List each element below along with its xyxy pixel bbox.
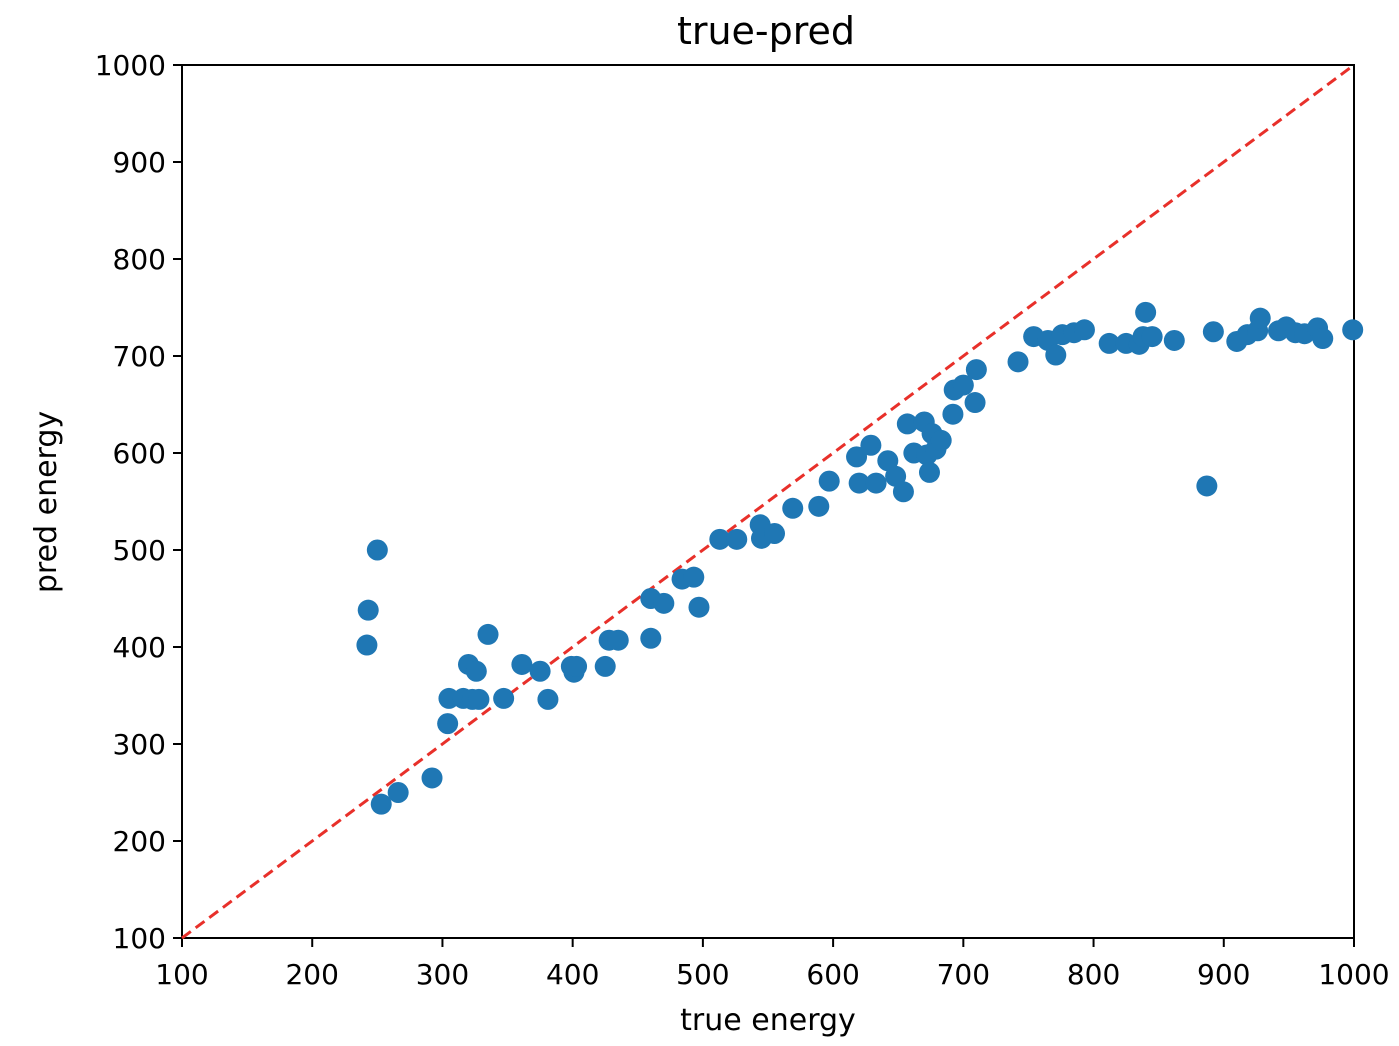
data-point: [537, 688, 559, 710]
data-point: [366, 539, 388, 561]
data-point: [594, 655, 616, 677]
data-point: [709, 528, 731, 550]
data-point: [782, 497, 804, 519]
data-point: [465, 660, 487, 682]
data-point: [1342, 319, 1364, 341]
y-tick-label: 400: [113, 631, 166, 664]
data-point: [942, 403, 964, 425]
data-point: [640, 627, 662, 649]
data-point: [529, 660, 551, 682]
data-point: [1312, 328, 1334, 350]
data-point: [846, 446, 868, 468]
data-point: [892, 481, 914, 503]
data-point: [493, 687, 515, 709]
y-tick-label: 700: [113, 340, 166, 373]
data-point: [1196, 475, 1218, 497]
data-point: [965, 359, 987, 381]
y-tick-label: 1000: [95, 49, 166, 82]
data-point: [1007, 351, 1029, 373]
data-point: [468, 688, 490, 710]
data-point: [896, 413, 918, 435]
data-point: [1073, 319, 1095, 341]
x-tick-label: 900: [1197, 958, 1250, 991]
data-point: [964, 392, 986, 414]
y-tick-label: 800: [113, 243, 166, 276]
data-point: [356, 634, 378, 656]
data-point: [885, 465, 907, 487]
data-point: [764, 523, 786, 545]
x-axis-label: true energy: [680, 1003, 856, 1038]
data-point: [683, 566, 705, 588]
data-point: [1141, 326, 1163, 348]
y-axis-label: pred energy: [29, 411, 64, 593]
x-tick-label: 1000: [1318, 958, 1389, 991]
identity-reference-line: [181, 63, 1355, 940]
x-tick-label: 600: [806, 958, 859, 991]
data-point: [607, 629, 629, 651]
data-point: [653, 592, 675, 614]
data-point: [688, 596, 710, 618]
data-point: [930, 429, 952, 451]
data-point: [357, 599, 379, 621]
x-tick-label: 300: [416, 958, 469, 991]
data-point: [566, 655, 588, 677]
y-tick-label: 500: [113, 534, 166, 567]
plot-area-frame: [181, 64, 1355, 939]
data-point: [387, 782, 409, 803]
data-point: [1135, 301, 1157, 323]
data-point: [477, 623, 499, 645]
y-tick-label: 600: [113, 437, 166, 470]
data-point: [437, 713, 459, 735]
data-point: [421, 767, 443, 789]
y-tick-label: 200: [113, 825, 166, 858]
x-tick-label: 800: [1067, 958, 1120, 991]
data-point: [1202, 321, 1224, 343]
y-tick-label: 100: [113, 922, 166, 955]
x-tick-label: 200: [285, 958, 338, 991]
data-point: [1045, 344, 1067, 366]
data-point: [370, 793, 392, 815]
data-point: [952, 374, 974, 396]
axis-ticks: 100 200 300 400 500 600 700 800 900 1000 100 200 300…: [95, 49, 1390, 991]
x-tick-label: 400: [546, 958, 599, 991]
data-point: [848, 472, 870, 494]
x-tick-label: 700: [937, 958, 990, 991]
data-point: [918, 461, 940, 483]
data-point: [1163, 329, 1185, 351]
x-tick-label: 500: [676, 958, 729, 991]
data-point: [860, 434, 882, 456]
scatter-points: [356, 301, 1364, 815]
chart-title: true-pred: [677, 9, 855, 53]
data-point: [1098, 332, 1120, 354]
x-tick-label: 100: [155, 958, 208, 991]
y-tick-label: 300: [113, 728, 166, 761]
data-point: [726, 528, 748, 550]
data-point: [865, 472, 887, 494]
data-point: [877, 450, 899, 472]
data-point: [808, 495, 830, 517]
data-point: [1249, 307, 1271, 329]
data-point: [818, 470, 840, 492]
data-point: [511, 653, 533, 675]
y-tick-label: 900: [113, 146, 166, 179]
